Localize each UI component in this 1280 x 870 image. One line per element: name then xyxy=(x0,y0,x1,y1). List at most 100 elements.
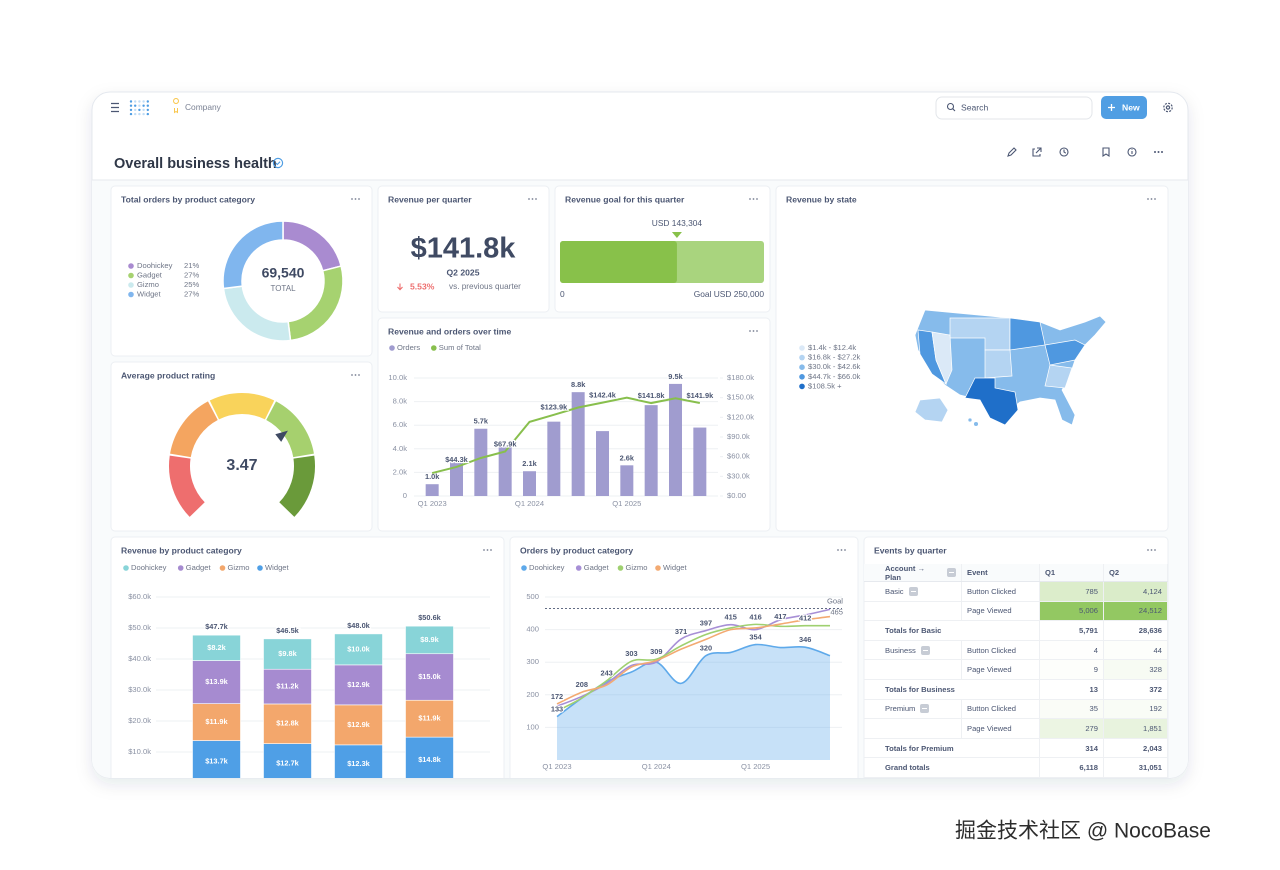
y-tick-label: $30.0k xyxy=(128,685,151,694)
card-menu-dot[interactable] xyxy=(1150,549,1153,551)
card-menu-dot[interactable] xyxy=(1154,198,1156,200)
y-tick-label: $40.0k xyxy=(128,654,151,663)
search-box[interactable] xyxy=(935,96,1093,120)
legend-label: Widget xyxy=(663,563,688,572)
card-menu-dot[interactable] xyxy=(486,549,489,551)
cell-text: 31,051 xyxy=(1138,763,1162,773)
card-title: Orders by product category xyxy=(520,545,633,555)
area xyxy=(557,644,830,760)
y-tick-label: 6.0k xyxy=(393,420,408,429)
legend-label: $30.0k - $42.6k xyxy=(808,362,861,371)
down-arrow xyxy=(397,283,403,291)
cell-text: 785 xyxy=(1085,586,1098,596)
legend-label: Doohickey xyxy=(137,261,173,270)
new-button[interactable] xyxy=(1101,96,1147,119)
card-menu-dot[interactable] xyxy=(756,198,758,200)
card-menu-dot[interactable] xyxy=(535,198,537,200)
event-cell: Page Viewed xyxy=(962,601,1040,621)
legend-swatch xyxy=(219,565,226,571)
legend-swatch xyxy=(128,291,134,298)
cell-text: Page Viewed xyxy=(967,723,1012,733)
collapse-button[interactable] xyxy=(908,586,918,596)
line xyxy=(556,608,831,707)
logo-dot xyxy=(142,100,145,103)
legend-label: Doohickey xyxy=(131,563,167,572)
card-menu-dot[interactable] xyxy=(1147,198,1149,200)
total-label: $48.0k xyxy=(347,621,370,630)
x-tick-label: Q1 2025 xyxy=(741,762,770,771)
share-icon[interactable] xyxy=(1032,147,1042,157)
y-tick-label: 500 xyxy=(526,592,539,601)
progress-goal-label: Goal USD 250,000 xyxy=(694,289,765,299)
card-menu-dot[interactable] xyxy=(354,374,357,376)
card-menu-dot[interactable] xyxy=(351,198,353,200)
card-menu-dot[interactable] xyxy=(749,198,751,200)
card-menu-dot[interactable] xyxy=(358,374,360,376)
card-menu-dot[interactable] xyxy=(531,198,534,200)
card-menu-dot[interactable] xyxy=(528,198,530,200)
menu-button[interactable] xyxy=(111,102,119,113)
y-tick-label: 100 xyxy=(526,722,539,731)
donut-slice xyxy=(222,220,284,290)
logo[interactable] xyxy=(129,100,149,116)
cell-text: Page Viewed xyxy=(967,665,1012,675)
bar-segment xyxy=(334,744,383,778)
cell-text: 35 xyxy=(1089,704,1098,714)
info-icon[interactable] xyxy=(1127,147,1137,157)
card-menu-dot[interactable] xyxy=(752,198,755,200)
y-tick-label: 10.0k xyxy=(388,373,407,382)
cell-text: 192 xyxy=(1149,704,1162,714)
kpi-value: $141.8k xyxy=(411,233,517,265)
more-icon[interactable] xyxy=(1154,151,1163,153)
legend-label: Widget xyxy=(137,290,162,299)
card-menu-dot[interactable] xyxy=(358,198,360,200)
card-menu-dot[interactable] xyxy=(840,549,843,551)
line xyxy=(431,396,701,475)
card-menu-dot[interactable] xyxy=(1147,549,1149,551)
logo-dot xyxy=(129,104,133,107)
data-label: 320 xyxy=(700,644,712,653)
breadcrumb[interactable]: Company xyxy=(185,102,222,112)
cell: 13 xyxy=(1040,679,1104,699)
bookmark-icon[interactable] xyxy=(1102,147,1110,158)
data-label: 8.8k xyxy=(571,380,586,389)
card-menu-dot[interactable] xyxy=(749,330,751,332)
gauge-segment xyxy=(266,401,314,458)
card-menu-dot[interactable] xyxy=(844,549,846,551)
card-menu-dot[interactable] xyxy=(752,330,755,332)
data-label: 397 xyxy=(700,619,712,628)
card-menu-dot[interactable] xyxy=(354,198,357,200)
progress-fill xyxy=(560,241,677,283)
cell-text: 6,118 xyxy=(1079,763,1098,773)
settings-icon[interactable] xyxy=(1163,102,1173,113)
card-menu-dot[interactable] xyxy=(351,374,353,376)
card-menu-dot[interactable] xyxy=(1150,198,1153,200)
card-menu-dot[interactable] xyxy=(837,549,839,551)
collapse-button[interactable] xyxy=(920,645,930,655)
app: Company Search New Overall business heal… xyxy=(92,96,1188,778)
edit-icon[interactable] xyxy=(1007,147,1017,157)
y2-tick-label: $150.0k xyxy=(727,393,754,402)
legend-label: Gizmo xyxy=(626,563,648,572)
cell-text: Totals for Premium xyxy=(885,743,954,753)
segment-label: $12.9k xyxy=(347,680,370,689)
map-region xyxy=(931,331,953,385)
bar xyxy=(547,421,561,496)
table-row: Totals for Basic 5,791 28,636 xyxy=(864,621,1168,641)
card-menu-dot[interactable] xyxy=(490,549,492,551)
line xyxy=(556,623,831,712)
collapse-button[interactable] xyxy=(920,704,930,714)
data-label: 2.6k xyxy=(620,453,635,462)
segment-label: $11.9k xyxy=(205,717,228,726)
card-menu-dot[interactable] xyxy=(756,330,758,332)
legend-swatch xyxy=(257,565,263,571)
bar xyxy=(498,446,512,496)
card-menu-dot[interactable] xyxy=(483,549,485,551)
segment-label: $9.8k xyxy=(278,649,297,658)
card-menu-dot[interactable] xyxy=(1154,549,1156,551)
data-label: 172 xyxy=(551,692,563,701)
history-icon[interactable] xyxy=(1059,147,1069,157)
collapse-button[interactable] xyxy=(947,568,956,577)
data-label: 133 xyxy=(551,705,563,714)
